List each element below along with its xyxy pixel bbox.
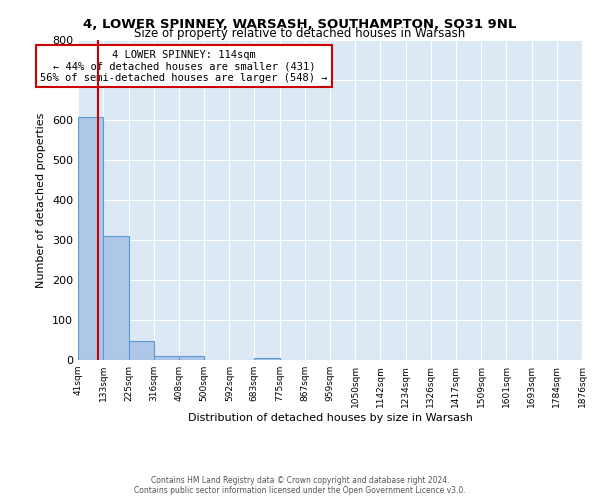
Text: 4, LOWER SPINNEY, WARSASH, SOUTHAMPTON, SO31 9NL: 4, LOWER SPINNEY, WARSASH, SOUTHAMPTON, …: [83, 18, 517, 30]
Bar: [179, 356, 204, 360]
Bar: [78, 117, 103, 360]
Bar: [254, 358, 280, 360]
Text: Size of property relative to detached houses in Warsash: Size of property relative to detached ho…: [134, 28, 466, 40]
X-axis label: Distribution of detached houses by size in Warsash: Distribution of detached houses by size …: [188, 412, 472, 422]
Bar: [154, 356, 179, 360]
Text: Contains HM Land Registry data © Crown copyright and database right 2024.
Contai: Contains HM Land Registry data © Crown c…: [134, 476, 466, 495]
Bar: [103, 236, 128, 360]
Y-axis label: Number of detached properties: Number of detached properties: [37, 112, 46, 288]
Bar: [128, 341, 154, 360]
Text: 4 LOWER SPINNEY: 114sqm
← 44% of detached houses are smaller (431)
56% of semi-d: 4 LOWER SPINNEY: 114sqm ← 44% of detache…: [40, 50, 328, 83]
